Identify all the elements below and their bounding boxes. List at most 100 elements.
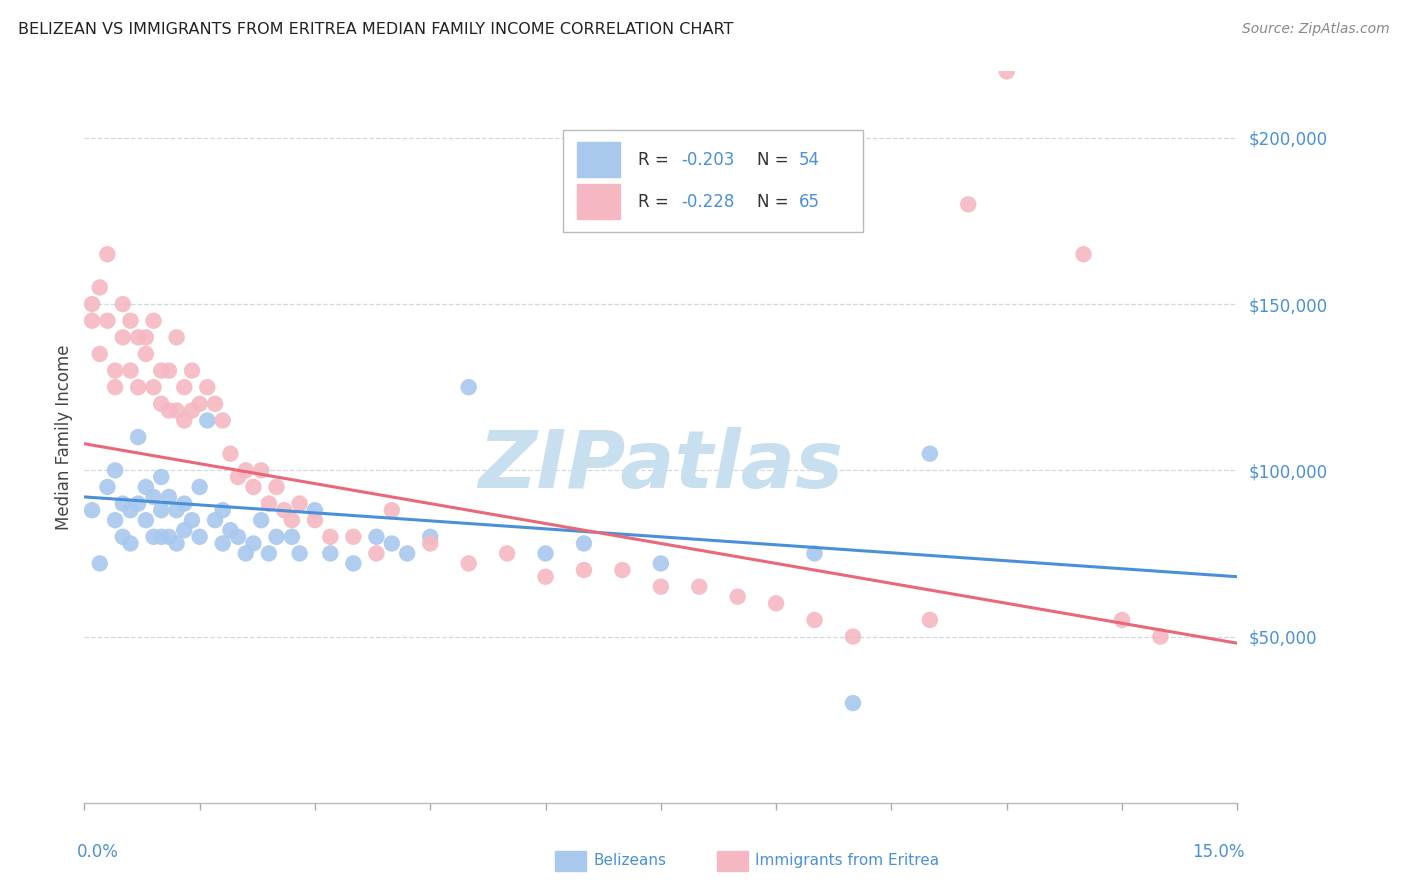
Point xyxy=(257,546,280,560)
Point xyxy=(104,513,127,527)
Point xyxy=(120,536,142,550)
Point xyxy=(150,363,173,377)
Point xyxy=(235,463,257,477)
Point xyxy=(1149,630,1171,644)
Point xyxy=(89,347,111,361)
Text: -0.203: -0.203 xyxy=(682,151,735,169)
Point xyxy=(181,513,204,527)
Point xyxy=(842,630,865,644)
Text: 65: 65 xyxy=(799,193,820,211)
Point xyxy=(111,497,134,511)
Point xyxy=(127,330,149,344)
Point xyxy=(142,380,165,394)
Point xyxy=(211,503,233,517)
Point xyxy=(111,330,134,344)
Point xyxy=(250,513,273,527)
Text: -0.228: -0.228 xyxy=(682,193,735,211)
Point xyxy=(89,557,111,571)
Point xyxy=(534,546,557,560)
Point xyxy=(612,563,634,577)
Point xyxy=(166,403,188,417)
Point xyxy=(572,563,595,577)
Point xyxy=(127,497,149,511)
Point xyxy=(127,430,149,444)
Bar xyxy=(576,143,620,178)
Point xyxy=(142,314,165,328)
Point xyxy=(727,590,749,604)
Point xyxy=(204,397,226,411)
Point xyxy=(650,557,672,571)
Point xyxy=(381,503,404,517)
FancyBboxPatch shape xyxy=(562,130,863,232)
Point xyxy=(457,380,479,394)
Point xyxy=(96,314,118,328)
Point xyxy=(104,463,127,477)
Text: Belizeans: Belizeans xyxy=(593,854,666,868)
Text: R =: R = xyxy=(638,193,673,211)
Point xyxy=(181,363,204,377)
Point xyxy=(127,380,149,394)
Point xyxy=(135,480,157,494)
Point xyxy=(266,530,288,544)
Text: BELIZEAN VS IMMIGRANTS FROM ERITREA MEDIAN FAMILY INCOME CORRELATION CHART: BELIZEAN VS IMMIGRANTS FROM ERITREA MEDI… xyxy=(18,22,734,37)
Text: Source: ZipAtlas.com: Source: ZipAtlas.com xyxy=(1241,22,1389,37)
Point xyxy=(226,530,249,544)
Point xyxy=(111,297,134,311)
Point xyxy=(204,513,226,527)
Text: N =: N = xyxy=(756,151,793,169)
Point xyxy=(396,546,419,560)
Point xyxy=(150,503,173,517)
Point xyxy=(211,413,233,427)
Point xyxy=(142,530,165,544)
Point xyxy=(166,503,188,517)
Point xyxy=(342,530,364,544)
Point xyxy=(120,314,142,328)
Point xyxy=(89,280,111,294)
Point xyxy=(235,546,257,560)
Point xyxy=(342,557,364,571)
Point xyxy=(457,557,479,571)
Point xyxy=(135,513,157,527)
Point xyxy=(80,314,103,328)
Text: ZIPatlas: ZIPatlas xyxy=(478,427,844,506)
Point xyxy=(181,403,204,417)
Point xyxy=(157,530,180,544)
Point xyxy=(918,613,941,627)
Point xyxy=(842,696,865,710)
Point xyxy=(166,330,188,344)
Point xyxy=(1111,613,1133,627)
Point xyxy=(173,523,195,537)
Text: N =: N = xyxy=(756,193,793,211)
Y-axis label: Median Family Income: Median Family Income xyxy=(55,344,73,530)
Point xyxy=(1073,247,1095,261)
Point xyxy=(257,497,280,511)
Point xyxy=(281,530,304,544)
Point xyxy=(173,497,195,511)
Point xyxy=(135,330,157,344)
Text: R =: R = xyxy=(638,151,673,169)
Point xyxy=(304,503,326,517)
Point xyxy=(242,480,264,494)
Point xyxy=(157,363,180,377)
Point xyxy=(104,380,127,394)
Point xyxy=(995,64,1018,78)
Point xyxy=(918,447,941,461)
Point xyxy=(142,490,165,504)
Point xyxy=(803,546,825,560)
Point xyxy=(765,596,787,610)
Point xyxy=(195,413,218,427)
Point xyxy=(219,447,242,461)
Point xyxy=(250,463,273,477)
Point xyxy=(273,503,295,517)
Point xyxy=(288,497,311,511)
Point xyxy=(534,570,557,584)
Point xyxy=(195,380,218,394)
Point xyxy=(242,536,264,550)
Point xyxy=(173,380,195,394)
Point xyxy=(135,347,157,361)
Point xyxy=(120,363,142,377)
Point xyxy=(211,536,233,550)
Point xyxy=(150,470,173,484)
Point xyxy=(366,546,388,560)
Point xyxy=(226,470,249,484)
